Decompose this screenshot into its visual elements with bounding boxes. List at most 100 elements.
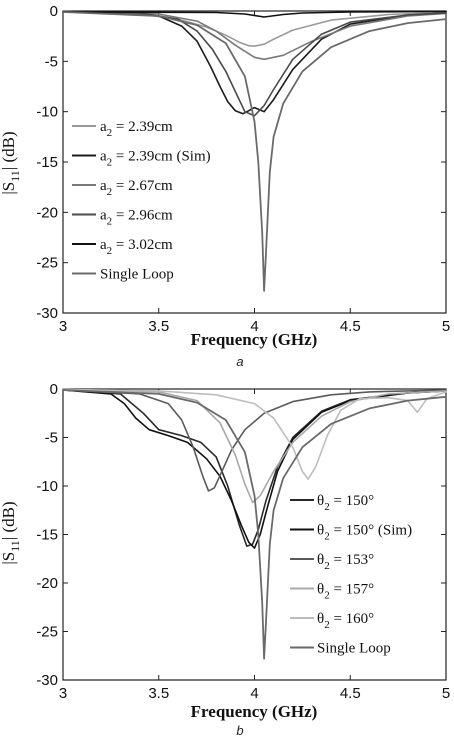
y-tick-label: -15 xyxy=(36,154,58,171)
legend-label-sub: 2 xyxy=(324,590,330,602)
y-axis-label-a: |S11| (dB) xyxy=(0,131,22,194)
series-line-1 xyxy=(62,389,447,547)
y-tick-label: -5 xyxy=(45,53,58,70)
series-lines-b xyxy=(62,388,447,660)
y-axis-label-post-b: | (dB) xyxy=(0,501,18,540)
y-tick-label: -30 xyxy=(36,672,58,689)
y-axis-label-post-a: | (dB) xyxy=(0,131,18,170)
series-line-3 xyxy=(62,10,447,61)
y-axis-label-pre-a: |S xyxy=(0,182,18,195)
series-line-2 xyxy=(62,389,447,549)
series-line-5 xyxy=(62,388,447,481)
x-tick-label: 4.5 xyxy=(340,685,361,702)
series-line-2 xyxy=(62,10,447,115)
series-line-1 xyxy=(62,10,447,48)
legend-label-main: a xyxy=(100,208,107,224)
axes-a: 3 3.5 4 4.5 5 0 -5 -10 -15 -20 -25 -30 xyxy=(36,3,450,335)
legend-label-sub: 2 xyxy=(107,186,113,198)
legend-label-rest: = 2.39cm (Sim) xyxy=(112,149,210,165)
legend-label-sub: 2 xyxy=(324,501,330,513)
legend-label-main: a xyxy=(100,149,107,165)
legend-label: θ2 = 153° xyxy=(317,552,374,572)
legend-label-rest: = 2.67cm xyxy=(112,178,173,194)
legend-label: θ2 = 150° xyxy=(317,493,374,513)
legend-label: a2 = 2.39cm (Sim) xyxy=(100,149,211,169)
series-line-4 xyxy=(62,388,447,504)
legend-b: θ2 = 150°θ2 = 150° (Sim)θ2 = 153°θ2 = 15… xyxy=(290,493,412,657)
legend-label: Single Loop xyxy=(317,641,391,657)
panel-caption-b: b xyxy=(236,723,243,738)
legend-label: θ2 = 150° (Sim) xyxy=(317,523,412,543)
series-line-4 xyxy=(62,10,447,117)
y-tick-label: -30 xyxy=(36,305,58,322)
x-axis-label-a: Frequency (GHz) xyxy=(191,330,318,349)
y-tick-label: -25 xyxy=(36,624,58,641)
legend-label-rest: = 150° xyxy=(330,493,374,509)
legend-label-main: Single Loop xyxy=(317,641,391,657)
x-tick-label: 3 xyxy=(59,318,67,335)
series-line-6 xyxy=(62,11,447,292)
legend-label-sub: 2 xyxy=(324,619,330,631)
legend-label-sub: 2 xyxy=(107,127,113,139)
x-axis-label-b: Frequency (GHz) xyxy=(191,702,318,721)
legend-label-rest: = 2.96cm xyxy=(112,208,173,224)
series-line-6 xyxy=(62,389,447,660)
legend-label-sub: 2 xyxy=(324,531,330,543)
legend-label-main: θ xyxy=(317,523,324,539)
y-tick-label: -20 xyxy=(36,575,58,592)
chart-panel-b: |S11| (dB) 3 3.5 4 4.5 5 0 -5 -10 -15 -20 -25 -30 θ… xyxy=(0,381,450,738)
x-tick-label: 3.5 xyxy=(148,685,169,702)
y-axis-label-b: |S11| (dB) xyxy=(0,501,22,564)
x-tick-label: 4 xyxy=(250,685,258,702)
legend-label: a2 = 3.02cm xyxy=(100,237,173,257)
legend-label-sub: 2 xyxy=(107,157,113,169)
x-tick-label: 5 xyxy=(442,318,450,335)
legend-label-rest: = 157° xyxy=(330,582,374,598)
y-tick-label: -5 xyxy=(45,430,58,447)
legend-label-main: Single Loop xyxy=(100,267,174,283)
legend-label-main: θ xyxy=(317,611,324,627)
y-axis-label-pre-b: |S xyxy=(0,552,18,565)
legend-label-main: θ xyxy=(317,582,324,598)
x-tick-label: 4.5 xyxy=(340,318,361,335)
series-line-5 xyxy=(62,10,447,18)
y-tick-label: 0 xyxy=(50,381,58,398)
legend-label-main: a xyxy=(100,178,107,194)
panel-caption-a: a xyxy=(236,354,243,369)
y-tick-label: 0 xyxy=(50,3,58,20)
legend-label-main: a xyxy=(100,119,107,135)
legend-label: Single Loop xyxy=(100,267,174,283)
y-tick-label: -20 xyxy=(36,204,58,221)
legend-label-sub: 2 xyxy=(324,560,330,572)
series-line-3 xyxy=(62,389,447,492)
legend-label: a2 = 2.39cm xyxy=(100,119,173,139)
legend-label-rest: = 3.02cm xyxy=(112,237,173,253)
legend-label-rest: = 160° xyxy=(330,611,374,627)
legend-label-main: a xyxy=(100,237,107,253)
legend-label-main: θ xyxy=(317,552,324,568)
x-tick-label: 5 xyxy=(442,685,450,702)
legend-label: θ2 = 160° xyxy=(317,611,374,631)
x-tick-label: 3 xyxy=(59,685,67,702)
legend-label-sub: 2 xyxy=(107,216,113,228)
chart-panel-a: |S11| (dB) 3 3.5 4 4.5 5 0 -5 -10 -15 -20 -25 -30 a… xyxy=(0,3,450,369)
y-tick-label: -15 xyxy=(36,527,58,544)
legend-label-rest: = 2.39cm xyxy=(112,119,173,135)
y-axis-label-sub-a: 11 xyxy=(8,170,22,182)
x-tick-label: 3.5 xyxy=(148,318,169,335)
y-tick-label: -10 xyxy=(36,478,58,495)
legend-label-main: θ xyxy=(317,493,324,509)
legend-label-sub: 2 xyxy=(107,245,113,257)
y-tick-label: -10 xyxy=(36,104,58,121)
legend-label-rest: = 153° xyxy=(330,552,374,568)
axes-b: 3 3.5 4 4.5 5 0 -5 -10 -15 -20 -25 -30 xyxy=(36,381,450,702)
legend-label: a2 = 2.67cm xyxy=(100,178,173,198)
legend-label: θ2 = 157° xyxy=(317,582,374,602)
legend-label-rest: = 150° (Sim) xyxy=(330,523,412,539)
y-axis-label-sub-b: 11 xyxy=(8,540,22,552)
x-tick-label: 4 xyxy=(250,318,258,335)
series-lines-a xyxy=(62,10,447,292)
y-tick-label: -25 xyxy=(36,255,58,272)
